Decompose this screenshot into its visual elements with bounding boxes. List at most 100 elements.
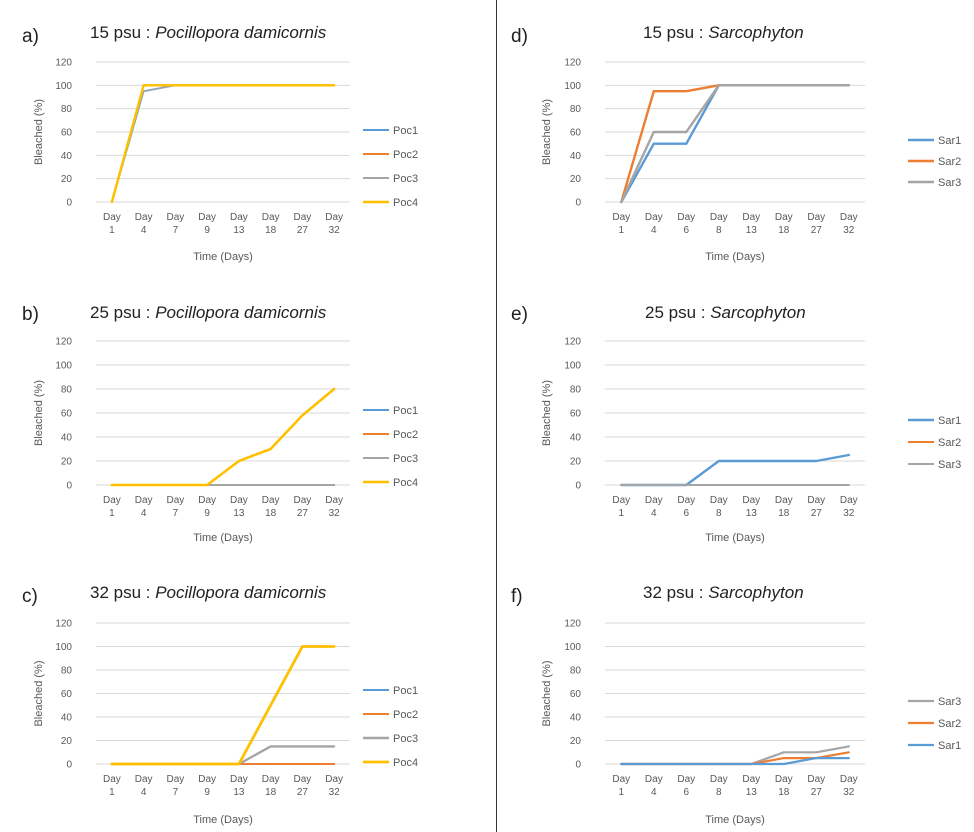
y-axis-title: Bleached (%) [33, 99, 45, 165]
data-point-poc3 [333, 745, 335, 748]
x-tick-label: Day 4 [645, 212, 663, 236]
data-point-poc4 [333, 645, 335, 648]
legend-label: Sar2 [938, 156, 961, 168]
chart-title: 25 psu : Pocillopora damicornis [90, 303, 327, 322]
legend-label: Poc4 [393, 197, 418, 209]
data-point-poc4 [206, 763, 208, 765]
y-tick-label: 80 [570, 385, 582, 396]
x-tick-label: Day 13 [742, 495, 760, 519]
data-point-sar1 [717, 460, 720, 462]
x-tick-label: Day 13 [230, 495, 248, 519]
data-point-sar2 [685, 90, 688, 92]
chart-title: 32 psu : Pocillopora damicornis [90, 583, 327, 602]
y-tick-label: 120 [564, 337, 581, 348]
x-tick-label: Day 4 [135, 212, 153, 236]
y-tick-label: 120 [564, 619, 581, 630]
y-tick-label: 0 [66, 760, 72, 771]
data-point-poc3 [238, 484, 240, 486]
x-tick-label: Day 8 [710, 774, 728, 798]
data-point-sar3 [652, 484, 655, 486]
legend-label: Sar3 [938, 177, 961, 189]
y-tick-label: 120 [55, 619, 72, 630]
data-point-sar2 [847, 751, 850, 754]
data-point-sar3 [750, 84, 753, 87]
x-tick-label: Day 6 [677, 495, 695, 519]
data-point-poc4 [269, 84, 272, 87]
data-point-sar3 [815, 751, 818, 754]
y-tick-label: 0 [575, 760, 581, 771]
series-line-sar3 [620, 84, 850, 204]
vertical-divider [496, 0, 497, 832]
data-point-sar1 [685, 763, 688, 765]
y-tick-label: 20 [61, 457, 73, 468]
x-tick-label: Day 27 [293, 212, 311, 236]
data-point-poc3 [269, 745, 272, 748]
data-point-sar3 [815, 484, 818, 486]
y-tick-label: 120 [564, 58, 581, 69]
data-point-sar3 [685, 484, 688, 486]
x-tick-label: Day 27 [807, 774, 825, 798]
legend-label: Sar3 [938, 696, 961, 708]
x-tick-label: Day 4 [135, 774, 153, 798]
x-tick-label: Day 32 [325, 212, 343, 236]
x-tick-label: Day 1 [103, 774, 121, 798]
y-tick-label: 20 [61, 736, 73, 747]
legend-label: Poc4 [393, 757, 418, 769]
data-point-sar1 [782, 763, 785, 765]
x-tick-label: Day 6 [677, 212, 695, 236]
series-line-poc4 [110, 84, 336, 204]
data-point-sar3 [782, 84, 785, 87]
data-point-poc4 [301, 84, 304, 87]
x-axis-title: Time (Days) [705, 532, 764, 544]
legend-label: Sar3 [938, 459, 961, 471]
y-tick-label: 0 [575, 198, 581, 209]
y-axis-title: Bleached (%) [33, 380, 45, 446]
x-tick-label: Day 1 [612, 212, 630, 236]
y-tick-label: 80 [570, 666, 582, 677]
x-tick-label: Day 18 [775, 212, 793, 236]
data-point-poc4 [206, 484, 208, 486]
x-tick-label: Day 27 [807, 495, 825, 519]
y-tick-label: 20 [570, 457, 582, 468]
y-tick-label: 100 [564, 361, 581, 372]
y-tick-label: 80 [61, 104, 73, 115]
x-tick-label: Day 18 [775, 774, 793, 798]
legend-label: Poc1 [393, 685, 418, 697]
data-point-sar3 [847, 84, 850, 87]
y-tick-label: 40 [570, 433, 582, 444]
x-tick-label: Day 7 [166, 495, 184, 519]
y-tick-label: 40 [61, 151, 73, 162]
x-axis-title: Time (Days) [193, 532, 252, 544]
x-tick-label: Day 4 [645, 495, 663, 519]
y-tick-label: 80 [570, 104, 582, 115]
x-tick-label: Day 1 [612, 495, 630, 519]
x-tick-label: Day 18 [262, 774, 280, 798]
series-line-sar1 [620, 756, 850, 766]
x-tick-label: Day 1 [103, 212, 121, 236]
data-point-sar3 [847, 484, 850, 486]
data-point-sar3 [847, 745, 850, 748]
data-point-sar1 [782, 460, 785, 462]
data-point-poc4 [238, 763, 240, 765]
data-point-sar1 [652, 763, 655, 765]
x-tick-label: Day 18 [775, 495, 793, 519]
x-tick-label: Day 6 [677, 774, 695, 798]
data-point-poc3 [301, 745, 304, 748]
data-point-poc2 [269, 763, 272, 765]
y-axis-title: Bleached (%) [33, 660, 45, 726]
data-point-sar3 [782, 484, 785, 486]
legend-label: Poc2 [393, 429, 418, 441]
y-axis-title: Bleached (%) [541, 380, 553, 446]
y-tick-label: 20 [570, 174, 582, 185]
legend-label: Poc4 [393, 477, 418, 489]
x-tick-label: Day 1 [612, 774, 630, 798]
x-tick-label: Day 27 [293, 774, 311, 798]
y-tick-label: 60 [61, 128, 73, 139]
y-tick-label: 60 [570, 409, 582, 420]
data-point-poc4 [174, 84, 177, 87]
